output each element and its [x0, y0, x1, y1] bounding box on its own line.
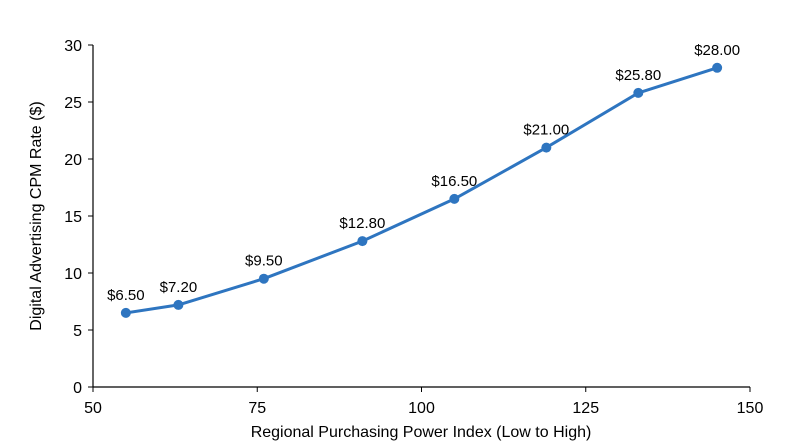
series-line [124, 66, 719, 315]
y-tick-label: 20 [64, 152, 82, 169]
y-tick-label: 10 [64, 266, 82, 283]
data-label: $25.80 [615, 67, 661, 84]
data-point [449, 193, 460, 204]
data-point [541, 142, 552, 153]
data-point [173, 299, 184, 310]
y-ticks: 0 5 10 15 20 25 30 [64, 38, 93, 397]
y-tick-label: 5 [73, 323, 82, 340]
data-point [633, 87, 644, 98]
data-label: $28.00 [694, 42, 740, 59]
x-tick-label: 150 [737, 400, 764, 417]
x-tick-label: 75 [248, 400, 266, 417]
data-label: $21.00 [523, 122, 569, 139]
y-tick-label: 25 [64, 95, 82, 112]
y-tick-label: 30 [64, 38, 82, 55]
data-labels: $6.50 $7.20 $9.50 $12.80 $16.50 $21.00 $25.80 $… [107, 42, 740, 304]
x-tick-label: 50 [84, 400, 102, 417]
axes [92, 45, 750, 388]
data-label: $6.50 [107, 287, 145, 304]
x-tick-label: 125 [572, 400, 599, 417]
series-layer [120, 62, 723, 318]
y-tick-label: 0 [73, 380, 82, 397]
y-tick-label: 15 [64, 209, 82, 226]
data-label: $12.80 [339, 215, 385, 232]
data-label: $16.50 [431, 173, 477, 190]
data-point [712, 62, 723, 73]
x-axis-title: Regional Purchasing Power Index (Low to … [251, 424, 592, 441]
data-point [357, 236, 368, 247]
x-tick-label: 100 [408, 400, 435, 417]
data-point [120, 307, 131, 318]
y-axis-title: Digital Advertising CPM Rate ($) [28, 101, 45, 330]
data-label: $7.20 [160, 279, 198, 296]
data-label: $9.50 [245, 253, 283, 270]
x-ticks: 50 75 100 125 150 [84, 387, 763, 417]
data-point [258, 273, 269, 284]
